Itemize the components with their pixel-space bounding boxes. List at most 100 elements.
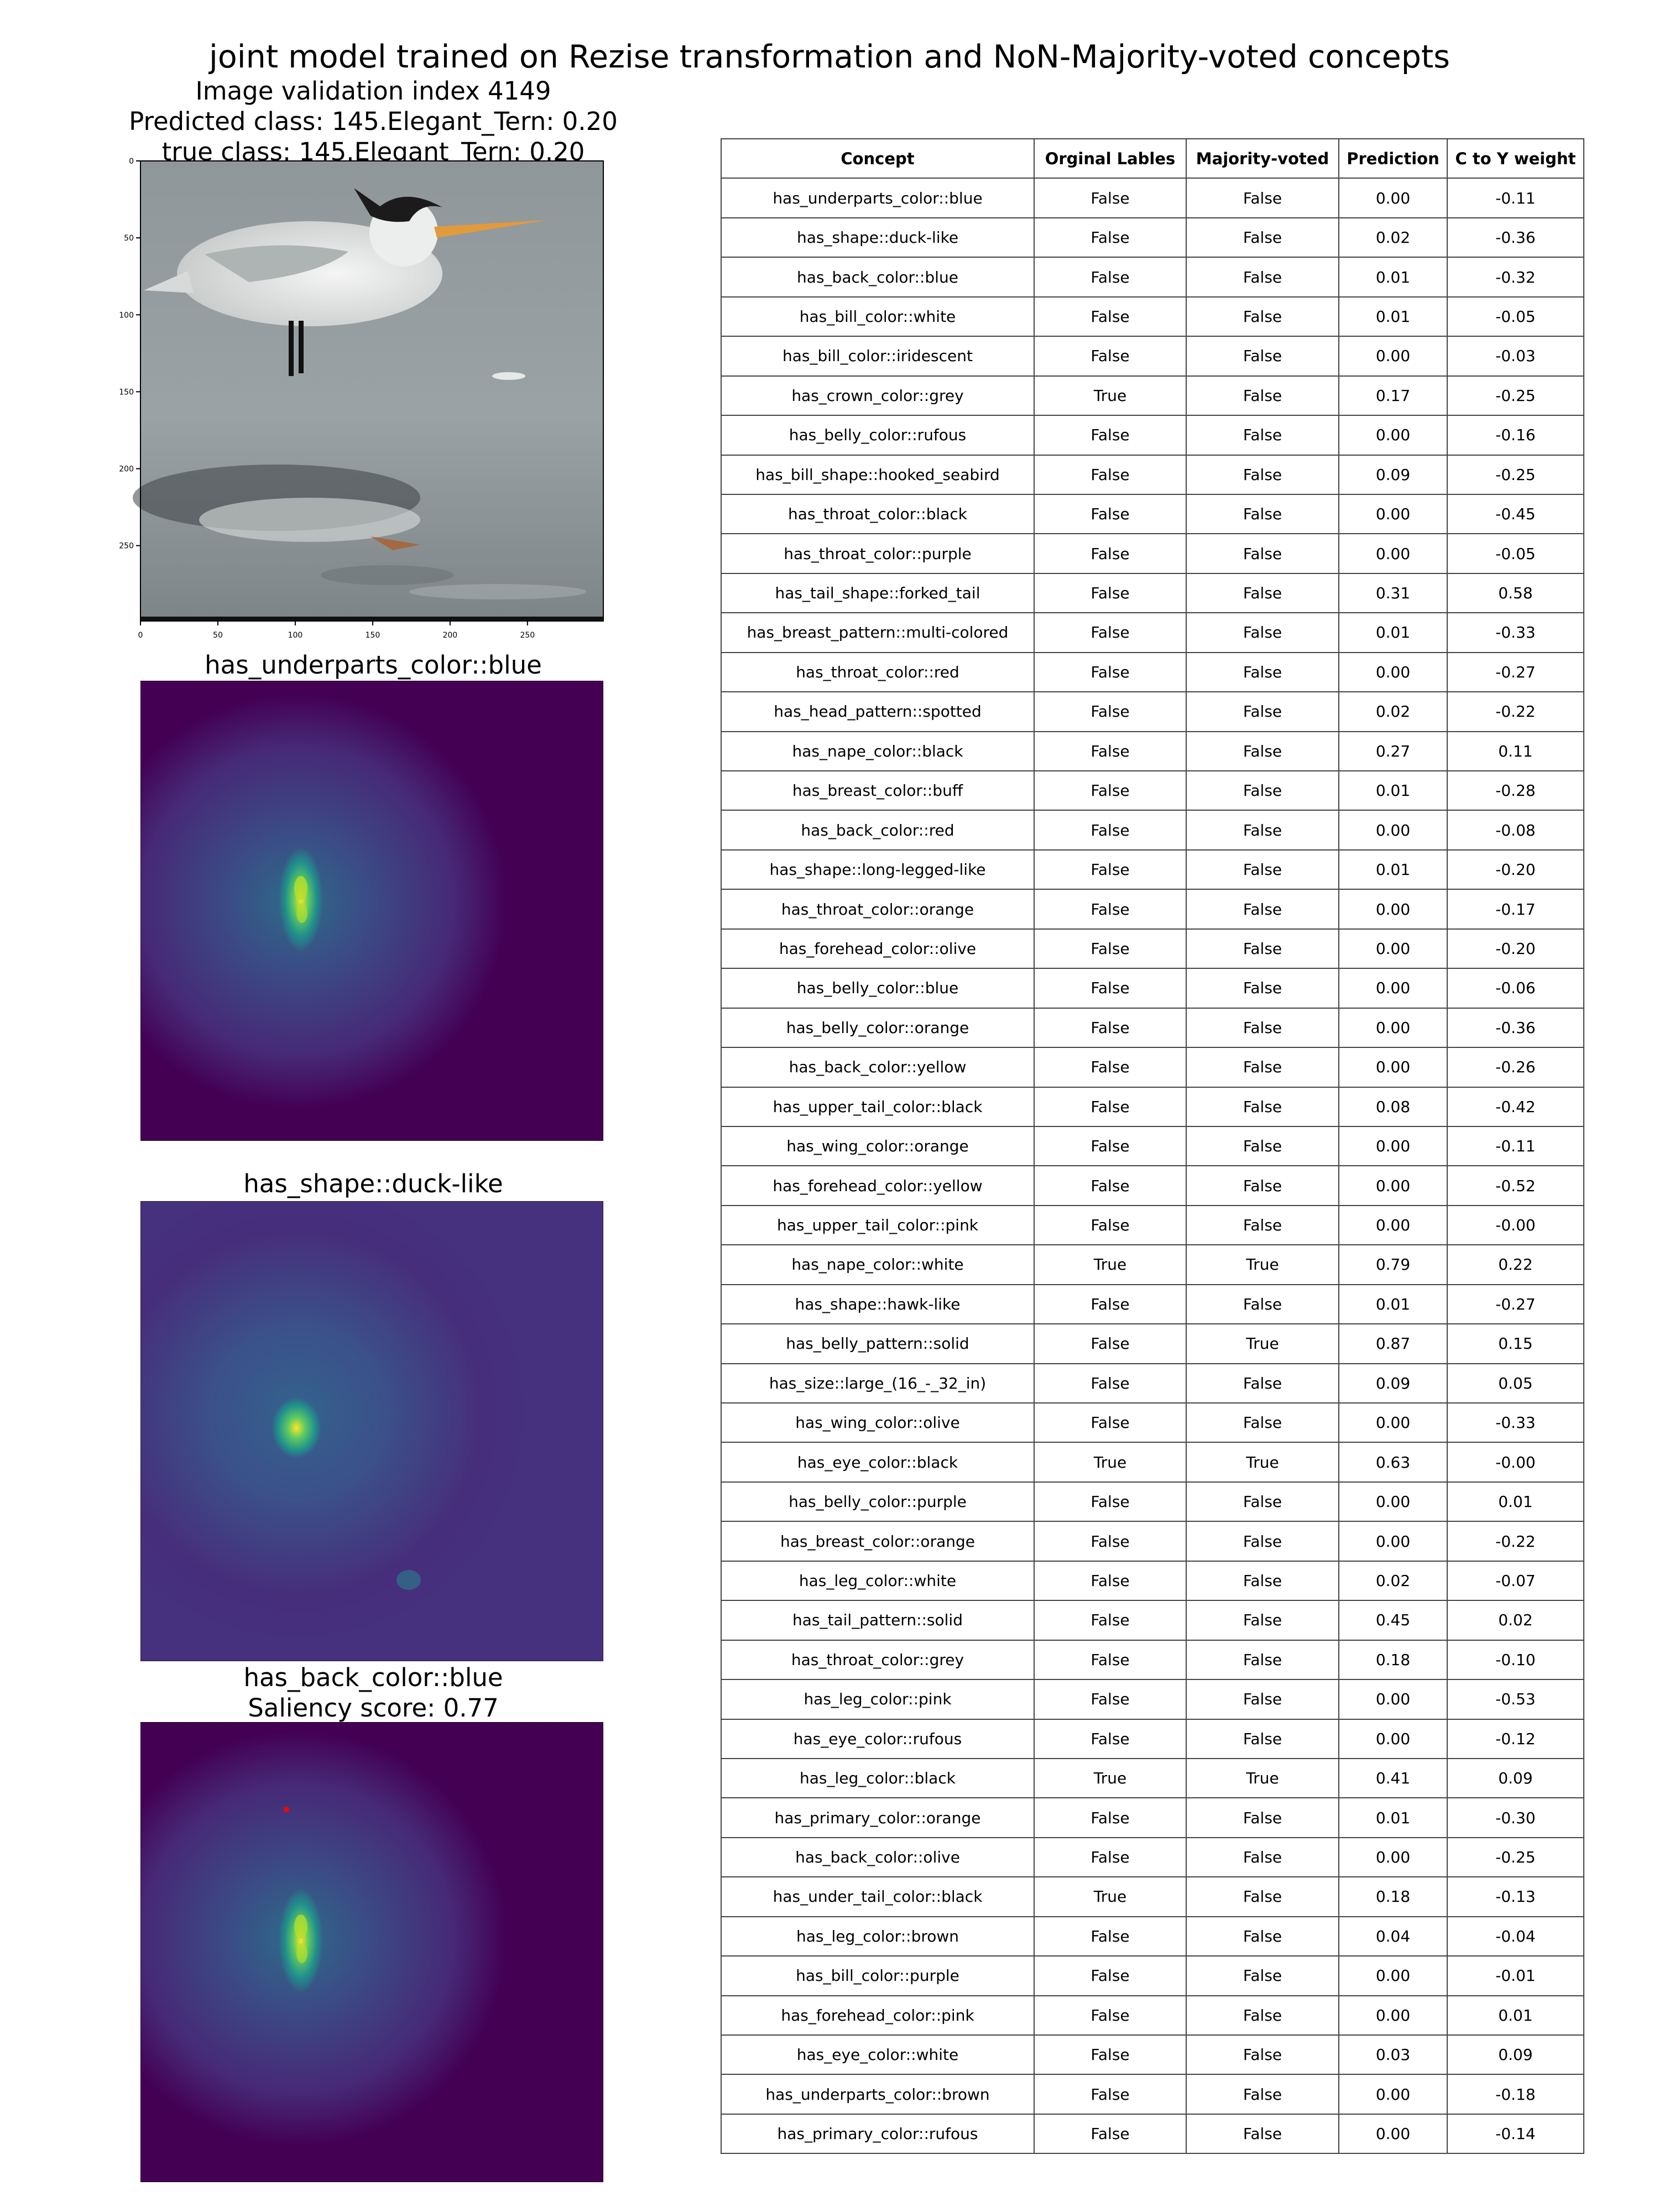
concept-cell: has_shape::hawk-like <box>721 1284 1035 1325</box>
weight-cell: -0.22 <box>1447 691 1584 732</box>
table-row: has_leg_color::white False False 0.02 -0.07 <box>721 1560 1584 1601</box>
original-label-cell: False <box>1034 178 1187 218</box>
weight-cell: -0.13 <box>1447 1876 1584 1917</box>
weight-cell: -0.25 <box>1447 375 1584 416</box>
table-row: has_eye_color::black True True 0.63 -0.00 <box>721 1442 1584 1483</box>
majority-voted-cell: False <box>1186 533 1339 574</box>
prediction-cell: 0.01 <box>1338 849 1448 890</box>
table-row: has_back_color::red False False 0.00 -0.08 <box>721 810 1584 851</box>
concept-cell: has_forehead_color::yellow <box>721 1165 1035 1206</box>
weight-cell: 0.05 <box>1447 1363 1584 1404</box>
majority-voted-cell: False <box>1186 2034 1339 2075</box>
original-label-cell: False <box>1034 1165 1187 1206</box>
original-label-cell: False <box>1034 415 1187 456</box>
original-label-cell: False <box>1034 691 1187 732</box>
majority-voted-cell: False <box>1186 1007 1339 1048</box>
majority-voted-cell: False <box>1186 1125 1339 1167</box>
concept-cell: has_breast_pattern::multi-colored <box>721 612 1035 653</box>
weight-cell: -0.07 <box>1447 1560 1584 1601</box>
weight-cell: -0.12 <box>1447 1718 1584 1759</box>
original-label-cell: False <box>1034 217 1187 258</box>
original-label-cell: False <box>1034 1639 1187 1681</box>
prediction-cell: 0.00 <box>1338 1679 1448 1720</box>
prediction-cell: 0.00 <box>1338 178 1448 218</box>
weight-cell: -0.01 <box>1447 1955 1584 1996</box>
column-header: Concept <box>721 138 1035 179</box>
concept-cell: has_forehead_color::olive <box>721 928 1035 969</box>
majority-voted-cell: False <box>1186 1284 1339 1325</box>
table-row: has_shape::duck-like False False 0.02 -0.36 <box>721 217 1584 258</box>
concept-cell: has_back_color::blue <box>721 257 1035 298</box>
concept-cell: has_size::large_(16_-_32_in) <box>721 1363 1035 1404</box>
prediction-cell: 0.08 <box>1338 1086 1448 1127</box>
table-row: has_back_color::blue False False 0.01 -0.32 <box>721 257 1584 298</box>
majority-voted-cell: False <box>1186 454 1339 495</box>
weight-cell: -0.00 <box>1447 1442 1584 1483</box>
original-label-cell: True <box>1034 1876 1187 1917</box>
table-row: has_underparts_color::brown False False 0.0… <box>721 2074 1584 2115</box>
prediction-cell: 0.00 <box>1338 1718 1448 1759</box>
concept-cell: has_upper_tail_color::pink <box>721 1204 1035 1246</box>
figure-title: joint model trained on Rezise transforma… <box>209 39 1450 75</box>
majority-voted-cell: False <box>1186 1363 1339 1404</box>
majority-voted-cell: False <box>1186 731 1339 772</box>
bird-photo <box>133 161 603 621</box>
x-tick-label: 200 <box>442 631 457 640</box>
majority-voted-cell: False <box>1186 2113 1339 2154</box>
majority-voted-cell: False <box>1186 1837 1339 1878</box>
original-label-cell: False <box>1034 1521 1187 1562</box>
majority-voted-cell: False <box>1186 1165 1339 1206</box>
concept-cell: has_primary_color::orange <box>721 1797 1035 1838</box>
table-row: has_under_tail_color::black True False 0.18… <box>721 1876 1584 1917</box>
x-tick-label: 250 <box>520 631 535 640</box>
prediction-cell: 0.00 <box>1338 2074 1448 2115</box>
majority-voted-cell: False <box>1186 849 1339 890</box>
concept-cell: has_upper_tail_color::black <box>721 1086 1035 1127</box>
majority-voted-cell: False <box>1186 612 1339 653</box>
original-label-cell: False <box>1034 2034 1187 2075</box>
table-row: has_bill_color::white False False 0.01 -0.05 <box>721 296 1584 337</box>
concept-cell: has_nape_color::black <box>721 731 1035 772</box>
concept-cell: has_wing_color::orange <box>721 1125 1035 1167</box>
majority-voted-cell: False <box>1186 928 1339 969</box>
prediction-cell: 0.00 <box>1338 928 1448 969</box>
prediction-cell: 0.09 <box>1338 454 1448 495</box>
original-label-cell: False <box>1034 533 1187 574</box>
majority-voted-cell: False <box>1186 2074 1339 2115</box>
table-row: has_tail_shape::forked_tail False False 0.3… <box>721 572 1584 614</box>
original-label-cell: False <box>1034 1916 1187 1957</box>
predicted-class-label: Predicted class: 145.Elegant_Tern: 0.20 <box>129 107 618 136</box>
concept-cell: has_bill_color::purple <box>721 1955 1035 1996</box>
weight-cell: -0.06 <box>1447 968 1584 1009</box>
majority-voted-cell: False <box>1186 1402 1339 1443</box>
concept-cell: has_back_color::olive <box>721 1837 1035 1878</box>
concept-cell: has_eye_color::black <box>721 1442 1035 1483</box>
prediction-cell: 0.00 <box>1338 1995 1448 2036</box>
table-row: has_back_color::olive False False 0.00 -0.25 <box>721 1837 1584 1878</box>
bird-image-axes: 0 50 100 150 200 250 0 50 100 150 200 250 <box>119 157 535 640</box>
prediction-cell: 0.18 <box>1338 1876 1448 1917</box>
weight-cell: 0.58 <box>1447 572 1584 614</box>
table-row: has_belly_pattern::solid False True 0.87 0.1… <box>721 1323 1584 1364</box>
weight-cell: -0.25 <box>1447 1837 1584 1878</box>
concept-cell: has_head_pattern::spotted <box>721 691 1035 732</box>
prediction-cell: 0.00 <box>1338 1125 1448 1167</box>
weight-cell: -0.17 <box>1447 889 1584 930</box>
prediction-cell: 0.00 <box>1338 1402 1448 1443</box>
table-row: has_throat_color::red False False 0.00 -0.27 <box>721 651 1584 693</box>
y-tick-label: 50 <box>124 234 134 243</box>
original-label-cell: False <box>1034 572 1187 614</box>
prediction-cell: 0.00 <box>1338 1481 1448 1522</box>
weight-cell: -0.20 <box>1447 928 1584 969</box>
concept-cell: has_primary_color::rufous <box>721 2113 1035 2154</box>
majority-voted-cell: False <box>1186 493 1339 535</box>
majority-voted-cell: False <box>1186 810 1339 851</box>
table-row: has_wing_color::olive False False 0.00 -0.33 <box>721 1402 1584 1443</box>
table-row: has_throat_color::black False False 0.00 -0.… <box>721 493 1584 535</box>
majority-voted-cell: False <box>1186 296 1339 337</box>
majority-voted-cell: False <box>1186 968 1339 1009</box>
concept-cell: has_under_tail_color::black <box>721 1876 1035 1917</box>
concept-cell: has_throat_color::black <box>721 493 1035 535</box>
weight-cell: 0.15 <box>1447 1323 1584 1364</box>
majority-voted-cell: True <box>1186 1244 1339 1285</box>
